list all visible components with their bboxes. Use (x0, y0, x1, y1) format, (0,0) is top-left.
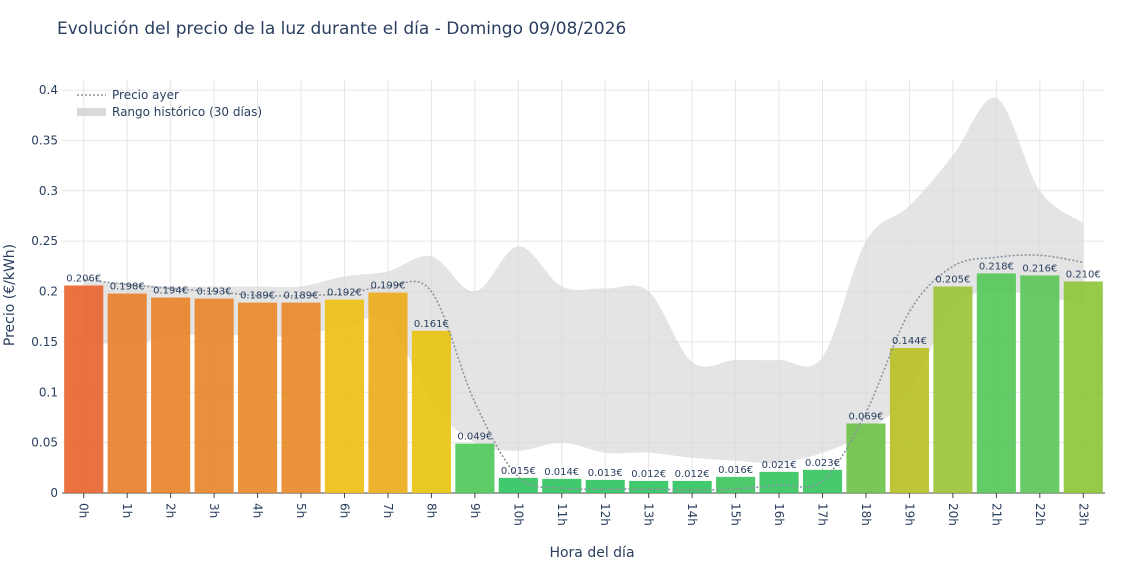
bar-value-label: 0.012€ (631, 469, 666, 480)
y-axis-title: Precio (€/kWh) (2, 244, 18, 346)
bar-labels-layer: 0.206€ 0.198€ 0.194€ 0.193€ 0.189€ 0.189€ 0.19… (66, 261, 1101, 480)
legend-label-yesterday: Precio ayer (112, 88, 179, 102)
price-bar (498, 477, 538, 493)
y-tick-label: 0.35 (31, 133, 58, 147)
x-tick-label: 5h (294, 503, 308, 518)
price-bar (889, 347, 929, 493)
y-tick-label: 0.15 (31, 335, 58, 349)
bar-value-label: 0.218€ (979, 261, 1014, 272)
y-tick-label: 0.05 (31, 436, 58, 450)
bar-value-label: 0.016€ (718, 465, 753, 476)
price-bar (64, 285, 104, 493)
bar-value-label: 0.199€ (370, 281, 405, 292)
x-tick-label: 14h (685, 503, 699, 526)
legend-label-historic: Rango histórico (30 días) (112, 105, 262, 119)
bar-value-label: 0.193€ (197, 287, 232, 298)
price-bar (368, 292, 408, 493)
x-tick-label: 3h (207, 503, 221, 518)
y-tick-label: 0.2 (39, 285, 58, 299)
y-tick-label: 0.3 (39, 184, 58, 198)
bar-value-label: 0.198€ (110, 282, 145, 293)
bar-value-label: 0.161€ (414, 319, 449, 330)
bar-value-label: 0.021€ (762, 460, 797, 471)
legend: Precio ayer Rango histórico (30 días) (77, 88, 262, 119)
y-tick-label: 0.25 (31, 234, 58, 248)
price-bar (107, 293, 147, 493)
x-tick-label: 15h (729, 503, 743, 526)
price-bar (802, 469, 843, 493)
price-bar (759, 471, 799, 493)
x-tick-label: 1h (120, 503, 134, 518)
bar-value-label: 0.192€ (327, 288, 362, 299)
price-bar (1063, 281, 1103, 493)
x-tick-label: 12h (598, 503, 612, 526)
bar-value-label: 0.069€ (848, 411, 883, 422)
yesterday-line-layer (83, 254, 1084, 491)
x-axis-title: Hora del día (549, 545, 634, 561)
bar-value-label: 0.014€ (544, 467, 579, 478)
x-tick-label: 0h (77, 503, 91, 518)
x-tick-label: 11h (555, 503, 569, 526)
price-bar (846, 423, 886, 493)
price-bar (716, 476, 756, 493)
bar-value-label: 0.023€ (805, 458, 840, 469)
price-bar (933, 286, 973, 493)
bar-value-label: 0.206€ (66, 273, 101, 284)
y-tick-label: 0.4 (39, 83, 58, 97)
x-tick-label: 7h (381, 503, 395, 518)
x-tick-label: 2h (164, 503, 178, 518)
price-bar (1020, 275, 1060, 493)
bar-value-label: 0.049€ (457, 432, 492, 443)
x-tick-label: 8h (424, 503, 438, 518)
yesterday-price-line (83, 254, 1084, 491)
price-bar (411, 330, 451, 493)
x-tick-label: 18h (859, 503, 873, 526)
historic-range-band (83, 97, 1084, 464)
price-bar (194, 298, 234, 493)
price-bar (455, 443, 495, 493)
price-bar (542, 478, 582, 493)
chart-title: Evolución del precio de la luz durante e… (57, 19, 627, 39)
bar-value-label: 0.189€ (240, 291, 275, 302)
y-tick-label: 0 (50, 486, 58, 500)
x-tick-label: 19h (902, 503, 916, 526)
bar-value-label: 0.013€ (588, 468, 623, 479)
x-tick-label: 10h (511, 503, 525, 526)
price-bar (976, 273, 1016, 493)
price-bar (151, 297, 191, 493)
legend-band-icon (77, 108, 106, 116)
x-tick-label: 17h (816, 503, 830, 526)
axis-layer: 0 0.05 0.1 0.15 0.2 0.25 0.3 0.35 0.4 0h 1h 2h 3h 4h 5… (31, 83, 1090, 526)
bar-value-label: 0.216€ (1022, 263, 1057, 274)
x-tick-label: 4h (251, 503, 265, 518)
x-tick-label: 20h (946, 503, 960, 526)
x-tick-label: 9h (468, 503, 482, 518)
bar-value-label: 0.015€ (501, 466, 536, 477)
price-bar (324, 299, 365, 493)
x-tick-label: 16h (772, 503, 786, 526)
price-bar (281, 302, 321, 493)
bar-value-label: 0.012€ (675, 469, 710, 480)
price-bar (238, 302, 278, 493)
price-bar (629, 480, 669, 493)
price-bar (585, 479, 625, 493)
price-bar (672, 480, 712, 493)
x-tick-label: 6h (337, 503, 351, 518)
bars-layer (64, 273, 1103, 493)
x-tick-label: 22h (1033, 503, 1047, 526)
x-tick-label: 13h (642, 503, 656, 526)
bar-value-label: 0.189€ (284, 291, 319, 302)
y-tick-label: 0.1 (39, 385, 58, 399)
bar-value-label: 0.205€ (935, 275, 970, 286)
historic-range-area (83, 97, 1084, 464)
bar-value-label: 0.144€ (892, 336, 927, 347)
bar-value-label: 0.210€ (1066, 269, 1101, 280)
x-tick-label: 21h (989, 503, 1003, 526)
x-tick-label: 23h (1076, 503, 1090, 526)
bar-value-label: 0.194€ (153, 286, 188, 297)
